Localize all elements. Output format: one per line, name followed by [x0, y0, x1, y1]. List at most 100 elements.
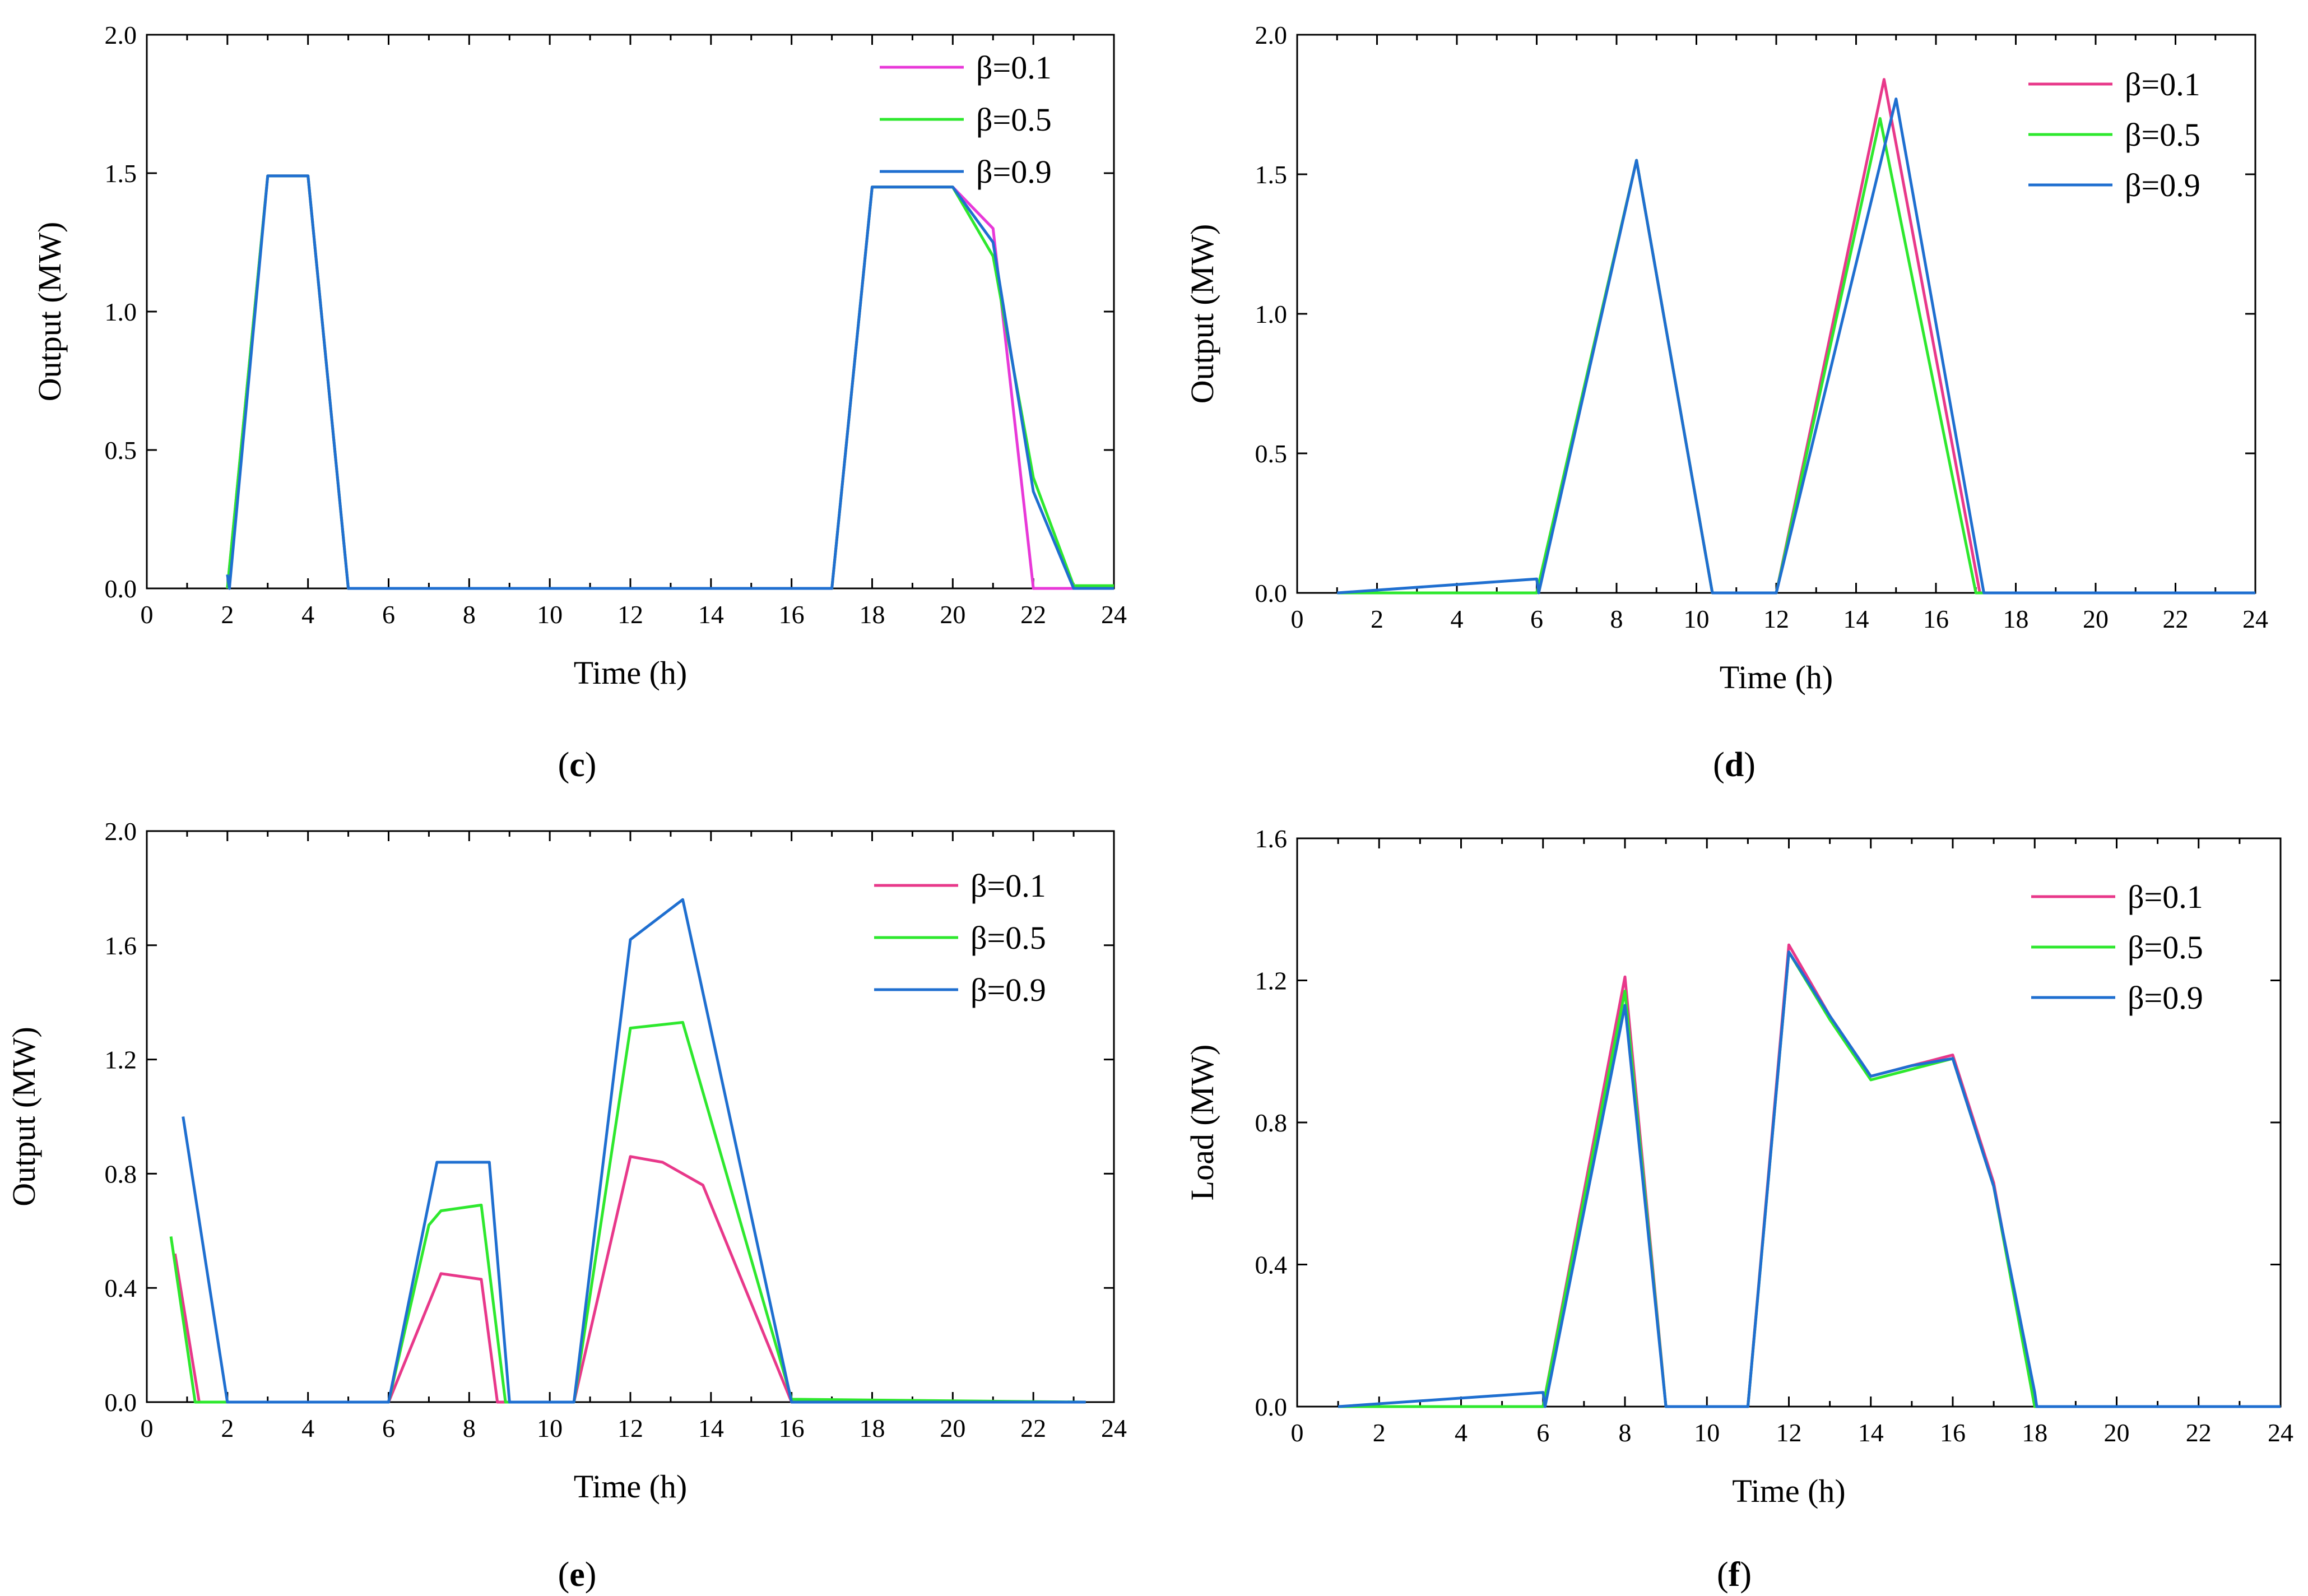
x-tick-label: 10 — [537, 600, 563, 629]
x-tick-label: 4 — [1451, 605, 1464, 633]
legend-label: β=0.1 — [970, 867, 1046, 904]
x-tick-label: 14 — [1858, 1418, 1884, 1447]
plot-frame — [146, 34, 1115, 590]
x-tick-label: 6 — [1530, 605, 1543, 633]
x-tick-label: 14 — [698, 1414, 724, 1442]
y-tick-label: 1.6 — [105, 931, 137, 960]
legend-label: β=0.5 — [976, 101, 1052, 138]
y-tick-label: 1.5 — [1255, 160, 1288, 189]
x-tick-label: 20 — [940, 1414, 965, 1442]
x-tick-label: 10 — [537, 1414, 563, 1442]
x-tick-label: 8 — [1619, 1418, 1632, 1447]
legend-label: β=0.9 — [2125, 167, 2200, 203]
y-tick-label: 2.0 — [105, 817, 137, 846]
x-tick-label: 8 — [463, 1414, 476, 1442]
caption-letter: f — [1729, 1556, 1741, 1594]
caption-letter: c — [569, 746, 585, 784]
caption-close: ) — [1740, 1556, 1752, 1594]
x-tick-label: 24 — [2268, 1418, 2293, 1447]
caption-open: ( — [1717, 1556, 1729, 1594]
series-line-2 — [169, 1020, 1086, 1404]
plot-frame — [1296, 34, 2256, 594]
y-tick-label: 0.8 — [105, 1159, 137, 1188]
series-line-3 — [182, 898, 1086, 1404]
x-tick-label: 8 — [1610, 605, 1623, 633]
legend-label: β=0.5 — [2125, 117, 2200, 153]
x-tick-label: 10 — [1694, 1418, 1720, 1447]
legend-label: β=0.9 — [970, 972, 1046, 1008]
caption-letter: d — [1725, 746, 1744, 784]
legend-label: β=0.5 — [970, 920, 1046, 956]
y-tick-label: 0.0 — [1255, 1393, 1288, 1421]
x-tick-label: 6 — [382, 1414, 395, 1442]
plot-frame — [1296, 837, 2282, 1408]
x-axis-title: Time (h) — [1732, 1473, 1846, 1509]
x-tick-label: 14 — [698, 600, 724, 629]
x-tick-label: 22 — [1020, 1414, 1046, 1442]
x-tick-label: 18 — [860, 1414, 885, 1442]
legend-label: β=0.1 — [2125, 66, 2200, 103]
y-tick-label: 0.0 — [105, 574, 137, 603]
x-tick-label: 20 — [940, 600, 965, 629]
legend-label: β=0.9 — [2128, 980, 2203, 1016]
caption-letter: e — [569, 1556, 585, 1594]
y-tick-label: 0.8 — [1255, 1108, 1288, 1137]
x-tick-label: 16 — [1940, 1418, 1966, 1447]
x-tick-label: 16 — [779, 600, 805, 629]
chart-panel-c: 0 2 4 6 8 10 12 14 16 18 20 22 240.00.51.01.52.0Time… — [31, 21, 1127, 784]
caption-close: ) — [1744, 746, 1756, 784]
x-tick-label: 24 — [1101, 600, 1127, 629]
x-tick-label: 0 — [141, 1414, 154, 1442]
x-axis-title: Time (h) — [1720, 659, 1833, 695]
x-tick-label: 18 — [2022, 1418, 2047, 1447]
y-tick-label: 1.6 — [1255, 824, 1288, 853]
x-tick-label: 18 — [2003, 605, 2029, 633]
x-tick-label: 10 — [1684, 605, 1710, 633]
series-line-3 — [1337, 98, 2255, 595]
x-tick-label: 12 — [1776, 1418, 1802, 1447]
x-tick-label: 22 — [2186, 1418, 2212, 1447]
x-tick-label: 20 — [2083, 605, 2109, 633]
y-tick-label: 1.0 — [105, 298, 137, 326]
caption-open: ( — [558, 746, 570, 784]
x-tick-label: 2 — [221, 600, 234, 629]
y-tick-label: 2.0 — [105, 21, 137, 49]
panel-caption: (f) — [1717, 1556, 1752, 1594]
x-tick-label: 22 — [1020, 600, 1046, 629]
x-tick-label: 12 — [617, 1414, 643, 1442]
series-line-2 — [1337, 117, 2255, 595]
y-tick-label: 0.0 — [105, 1388, 137, 1417]
x-tick-label: 4 — [301, 600, 314, 629]
x-tick-label: 2 — [1371, 605, 1383, 633]
panel-caption: (c) — [558, 746, 597, 784]
y-tick-label: 0.5 — [105, 436, 137, 465]
y-tick-label: 1.2 — [105, 1046, 137, 1074]
y-axis-title: Output (MW) — [1184, 224, 1220, 404]
legend-label: β=0.1 — [2128, 879, 2203, 915]
legend-label: β=0.5 — [2128, 929, 2203, 966]
x-tick-label: 6 — [382, 600, 395, 629]
x-tick-label: 16 — [1923, 605, 1949, 633]
x-tick-label: 0 — [141, 600, 154, 629]
x-axis-title: Time (h) — [574, 1468, 688, 1505]
chart-panel-e: 0 2 4 6 8 10 12 14 16 18 20 22 240.00.40.81.21.62.0T… — [6, 817, 1127, 1594]
y-axis-title: Output (MW) — [6, 1027, 42, 1207]
y-axis-title: Load (MW) — [1184, 1045, 1220, 1201]
x-tick-label: 14 — [1843, 605, 1869, 633]
x-tick-label: 24 — [2242, 605, 2268, 633]
chart-panel-d: 0 2 4 6 8 10 12 14 16 18 20 22 240.00.51.01.52.0Time… — [1184, 21, 2268, 784]
series-line-2 — [1338, 950, 2281, 1408]
x-tick-label: 12 — [1763, 605, 1789, 633]
x-tick-label: 2 — [1373, 1418, 1386, 1447]
plot-frame — [146, 830, 1115, 1403]
series-line-2 — [226, 174, 1114, 590]
y-axis-title: Output (MW) — [31, 222, 68, 402]
caption-close: ) — [585, 1556, 597, 1594]
y-tick-label: 2.0 — [1255, 21, 1288, 49]
y-tick-label: 1.5 — [105, 159, 137, 188]
y-tick-label: 0.4 — [1255, 1251, 1288, 1279]
x-axis-title: Time (h) — [574, 655, 688, 691]
caption-open: ( — [558, 1556, 570, 1594]
y-tick-label: 1.2 — [1255, 967, 1288, 995]
